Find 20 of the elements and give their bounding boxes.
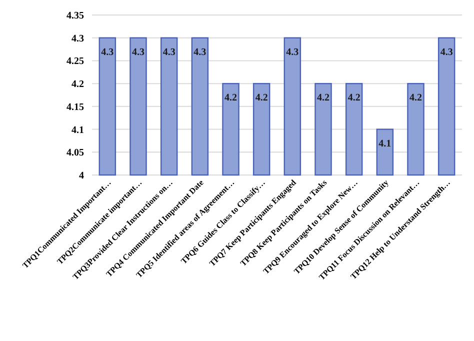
data-label: 4.3 [132,46,144,58]
y-tick-label: 4.15 [66,102,84,113]
y-tick-label: 4.2 [72,79,84,90]
data-label: 4.3 [162,46,176,58]
y-tick-label: 4 [79,170,84,182]
data-label: 4.3 [194,46,206,58]
data-label: 4.3 [286,46,299,58]
data-label: 4.2 [348,92,360,104]
y-tick-label: 4.3 [72,33,84,44]
data-label: 4.2 [317,92,330,104]
data-label: 4.2 [410,92,422,104]
data-label: 4.2 [255,92,268,104]
data-label: 4.3 [101,46,114,58]
data-label: 4.2 [224,92,237,104]
y-tick-label: 4.25 [66,56,84,68]
data-label: 4.1 [378,138,392,150]
y-tick-label: 4.35 [66,10,84,22]
data-label: 4.3 [440,46,453,58]
y-tick-label: 4.05 [66,148,84,159]
y-tick-label: 4.1 [72,124,84,136]
